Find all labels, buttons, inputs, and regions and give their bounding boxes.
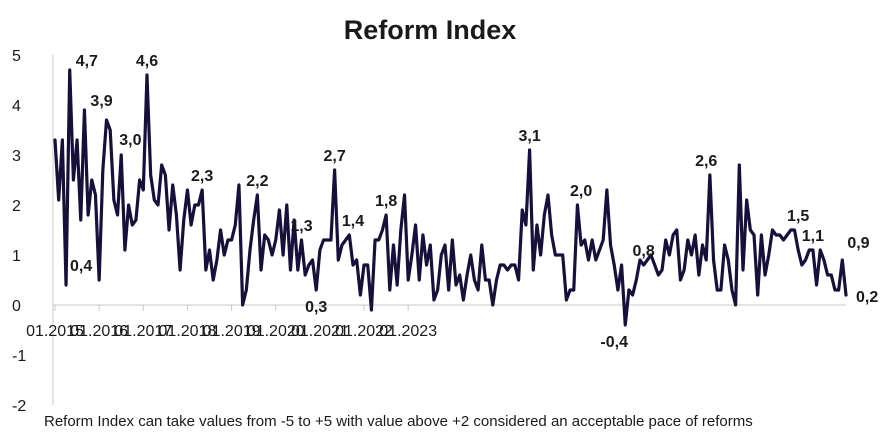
data-label: 2,3 bbox=[191, 168, 213, 185]
x-tick-label: 01.2023 bbox=[379, 323, 437, 340]
x-tick-label: 01.2021 bbox=[291, 323, 349, 340]
x-tick-label: 01.2016 bbox=[70, 323, 128, 340]
data-label: 1,5 bbox=[787, 208, 809, 225]
data-label: 4,6 bbox=[136, 53, 158, 70]
data-label: 1,4 bbox=[342, 213, 364, 230]
y-tick-label: -2 bbox=[12, 398, 26, 415]
y-tick-label: 3 bbox=[12, 148, 21, 165]
data-label: 0,3 bbox=[305, 299, 327, 316]
x-tick-label: 01.2017 bbox=[114, 323, 172, 340]
data-label: 3,0 bbox=[119, 132, 141, 149]
y-tick-label: -1 bbox=[12, 348, 26, 365]
data-label: 1,3 bbox=[290, 218, 312, 235]
y-tick-label: 5 bbox=[12, 48, 21, 65]
data-label: 1,1 bbox=[802, 228, 824, 245]
y-tick-label: 0 bbox=[12, 298, 21, 315]
data-label: 2,2 bbox=[246, 173, 268, 190]
x-tick-label: 01.2018 bbox=[159, 323, 217, 340]
data-label: 0,9 bbox=[847, 235, 869, 252]
y-tick-label: 1 bbox=[12, 248, 21, 265]
data-label: 0,2 bbox=[856, 289, 878, 306]
chart-footnote: Reform Index can take values from -5 to … bbox=[44, 413, 753, 430]
chart-title: Reform Index bbox=[343, 15, 517, 45]
data-label: -0,4 bbox=[600, 334, 628, 351]
series-line bbox=[53, 68, 848, 327]
x-tick-label: 01.2022 bbox=[335, 323, 393, 340]
data-label: 0,8 bbox=[633, 243, 655, 260]
data-label: 0,4 bbox=[70, 258, 92, 275]
data-label: 4,7 bbox=[76, 53, 98, 70]
x-tick-label: 01.2019 bbox=[203, 323, 261, 340]
data-label: 2,0 bbox=[570, 183, 592, 200]
data-label: 2,6 bbox=[695, 153, 717, 170]
x-tick-label: 01.2020 bbox=[247, 323, 305, 340]
data-label: 2,7 bbox=[323, 148, 345, 165]
y-tick-label: 2 bbox=[12, 198, 21, 215]
data-label: 3,1 bbox=[518, 128, 540, 145]
x-tick-label: 01.2015 bbox=[26, 323, 84, 340]
data-label: 3,9 bbox=[90, 93, 112, 110]
data-label: 1,8 bbox=[375, 193, 397, 210]
y-tick-label: 4 bbox=[12, 98, 21, 115]
